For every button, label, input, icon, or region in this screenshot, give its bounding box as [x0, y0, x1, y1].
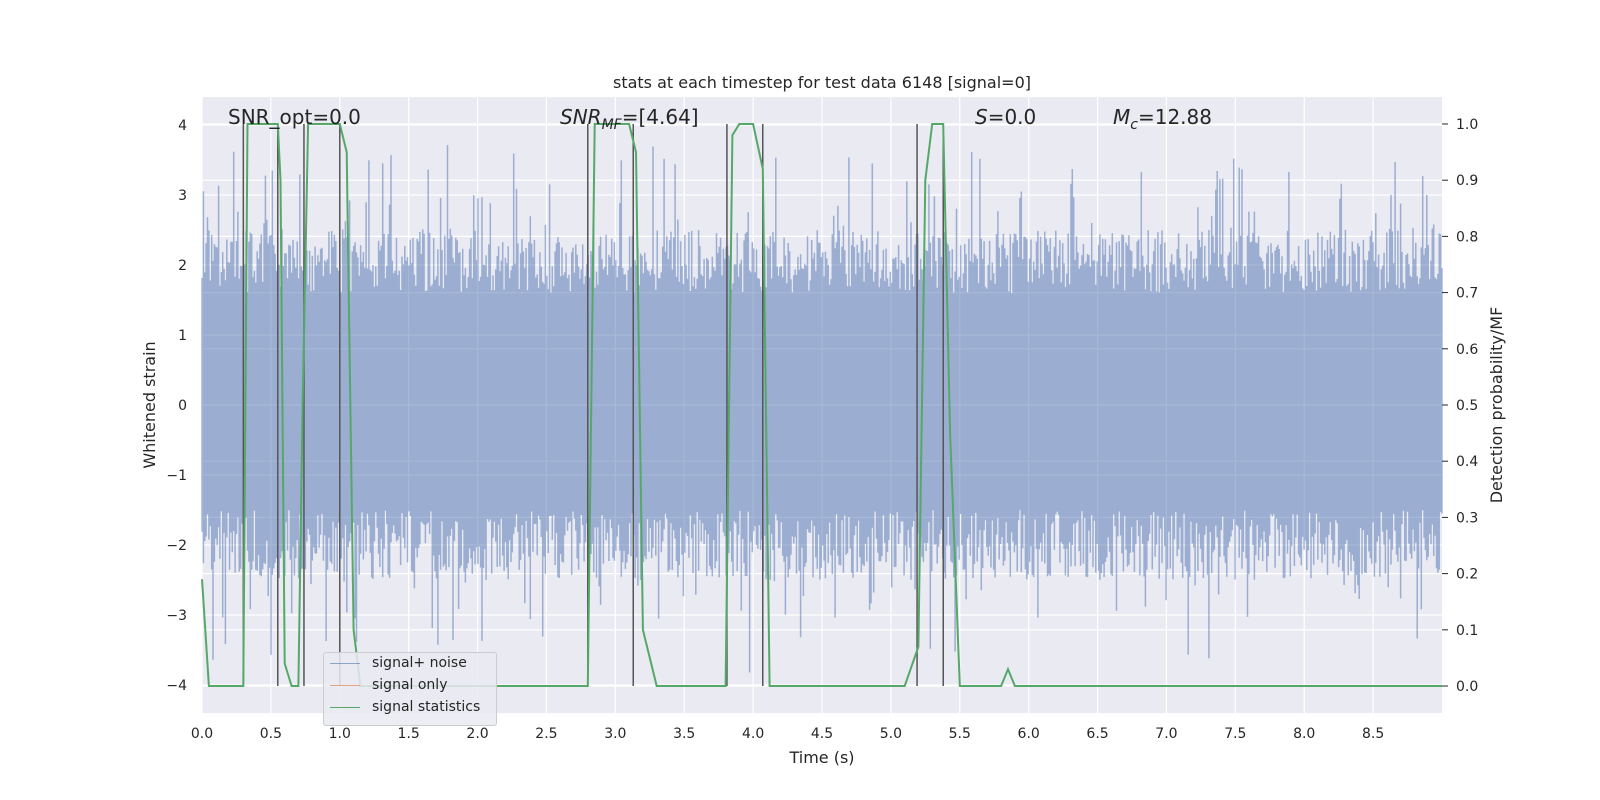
x-tick-label: 1.5	[398, 726, 420, 742]
annotation-snr-opt: SNR_opt=0.0	[228, 105, 361, 129]
y-left-tick-label: 1	[178, 328, 187, 344]
series-signal-statistics	[201, 123, 1442, 687]
x-tick-label: 5.0	[880, 726, 902, 742]
mc-symbol: M	[1113, 105, 1130, 129]
legend-item-signal-only: signal only	[324, 675, 496, 697]
legend-swatch-signal-only	[330, 685, 360, 686]
legend-item-signal-noise: signal+ noise	[324, 653, 496, 675]
legend-item-signal-statistics: signal statistics	[324, 697, 496, 719]
y-left-tick-label: −3	[166, 608, 187, 624]
x-tick-label: 1.0	[329, 726, 351, 742]
snr-mf-value: =[4.64]	[622, 105, 699, 129]
x-tick-label: 4.5	[811, 726, 833, 742]
s-symbol: S	[975, 105, 988, 129]
mc-value: =12.88	[1138, 105, 1212, 129]
y-left-tick-label: 3	[178, 188, 187, 204]
y-right-tick-label: 0.2	[1456, 567, 1478, 583]
x-tick-label: 5.5	[949, 726, 971, 742]
legend-label-signal-noise: signal+ noise	[372, 655, 467, 671]
y-left-tick-label: 0	[178, 398, 187, 414]
x-tick-label: 3.0	[604, 726, 626, 742]
snr-mf-subscript: MF	[602, 117, 623, 133]
y-right-tick-label: 0.1	[1456, 623, 1478, 639]
x-tick-label: 6.5	[1086, 726, 1108, 742]
legend-label-signal-statistics: signal statistics	[372, 699, 481, 715]
x-tick-label: 7.5	[1224, 726, 1246, 742]
y-left-tick-label: −1	[166, 468, 187, 484]
mc-subscript: c	[1130, 117, 1138, 133]
x-tick-labels: 0.0 0.5 1.0 1.5 2.0 2.5 3.0 3.5 4.0 4.5 5.0 5.5 6.0 6…	[191, 726, 1384, 742]
x-tick-label: 3.5	[673, 726, 695, 742]
y-right-tick-label: 0.9	[1456, 173, 1478, 189]
y-left-tick-label: 2	[178, 258, 187, 274]
y-right-tick-label: 0.6	[1456, 342, 1478, 358]
y-right-tick-label: 0.3	[1456, 510, 1478, 526]
annotation-s: S=0.0	[975, 105, 1036, 129]
legend-swatch-signal-noise	[330, 663, 360, 664]
y-right-tick-label: 1.0	[1456, 117, 1478, 133]
legend-label-signal-only: signal only	[372, 677, 448, 693]
y-left-tick-labels: 4 3 2 1 0 −1 −2 −3 −4	[166, 118, 187, 694]
x-tick-label: 6.0	[1018, 726, 1040, 742]
x-tick-label: 0.5	[260, 726, 282, 742]
x-tick-label: 4.0	[742, 726, 764, 742]
x-tick-label: 8.0	[1293, 726, 1315, 742]
y-right-tick-label: 0.0	[1456, 679, 1478, 695]
legend-swatch-signal-statistics	[330, 707, 360, 708]
y-right-axis-label: Detection probability/MF	[1487, 307, 1506, 504]
s-value: =0.0	[988, 105, 1037, 129]
x-tick-label: 7.0	[1155, 726, 1177, 742]
y-right-tick-label: 0.5	[1456, 398, 1478, 414]
y-left-tick-label: −2	[166, 538, 187, 554]
y-right-tick-label: 0.4	[1456, 454, 1478, 470]
x-tick-label: 8.5	[1362, 726, 1384, 742]
y-right-tick-label: 0.8	[1456, 229, 1478, 245]
annotation-mc: Mc=12.88	[1113, 105, 1212, 133]
y-left-tick-label: −4	[166, 678, 187, 694]
x-tick-label: 0.0	[191, 726, 213, 742]
legend: signal+ noise signal only signal statist…	[323, 652, 497, 726]
snr-mf-symbol: SNR	[560, 105, 602, 129]
x-tick-label: 2.5	[535, 726, 557, 742]
y-left-tick-label: 4	[178, 118, 187, 134]
y-right-tick-label: 0.7	[1456, 286, 1478, 302]
x-axis-label: Time (s)	[788, 748, 854, 767]
y-right-tick-labels: 1.0 0.9 0.8 0.7 0.6 0.5 0.4 0.3 0.2 0.1 0.0	[1442, 117, 1478, 695]
y-left-axis-label: Whitened strain	[140, 341, 159, 468]
x-tick-label: 2.0	[466, 726, 488, 742]
chart-title: stats at each timestep for test data 614…	[613, 73, 1031, 92]
annotation-snr-mf: SNRMF=[4.64]	[560, 105, 699, 133]
